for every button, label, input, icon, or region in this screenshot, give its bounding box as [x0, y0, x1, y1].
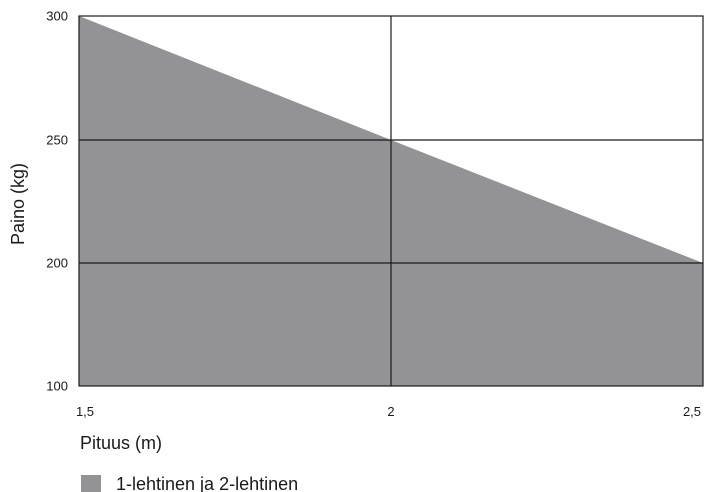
y-tick-label: 100: [46, 379, 68, 394]
y-axis-title: Paino (kg): [8, 163, 28, 245]
y-tick-label: 200: [46, 256, 68, 271]
x-tick-label: 1,5: [76, 404, 94, 419]
y-tick-labels: 100 200 250 300: [46, 9, 68, 394]
plot-frame: [78, 15, 704, 387]
legend-swatch: [81, 475, 101, 492]
y-tick-label: 300: [46, 9, 68, 24]
x-axis-title: Pituus (m): [80, 433, 162, 453]
x-tick-label: 2,5: [683, 404, 701, 419]
legend-label: 1-lehtinen ja 2-lehtinen: [116, 474, 298, 492]
grid-lines: [79, 16, 703, 386]
legend: 1-lehtinen ja 2-lehtinen: [81, 474, 298, 492]
x-tick-label: 2: [387, 404, 394, 419]
x-tick-labels: 1,5 2 2,5: [76, 404, 701, 419]
y-tick-label: 250: [46, 133, 68, 148]
